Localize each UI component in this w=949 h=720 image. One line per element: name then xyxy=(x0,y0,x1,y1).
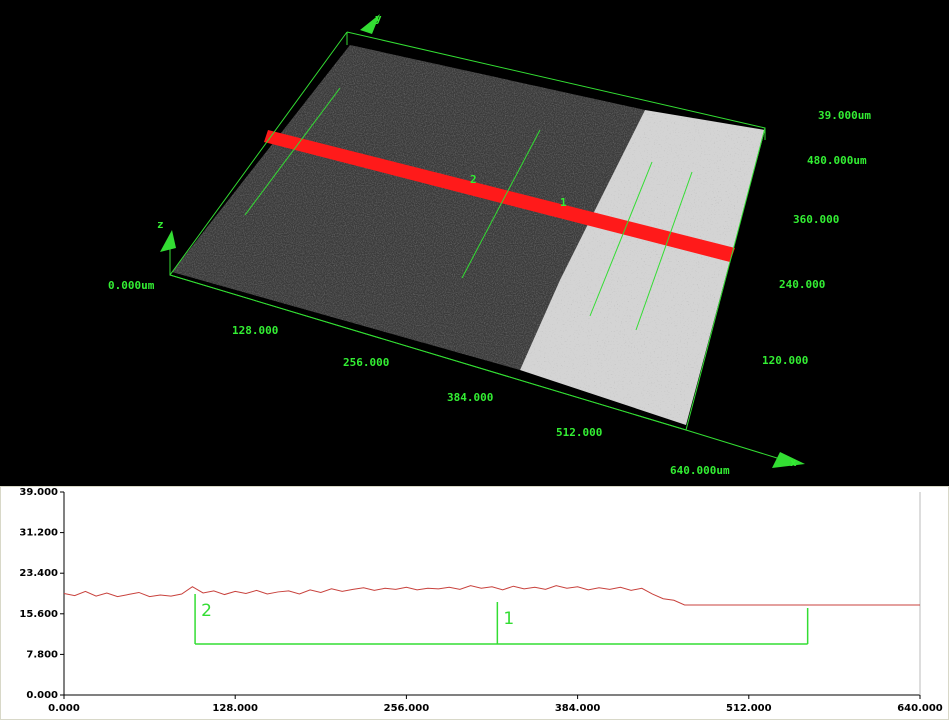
y-tick-label: 0.000 xyxy=(26,690,58,701)
screen: 39.000um 480.000um 360.000 240.000 120.0… xyxy=(0,0,949,720)
cursor-label: 2 xyxy=(470,173,477,186)
axis-name: x xyxy=(790,456,797,469)
y-label: 120.000 xyxy=(762,354,808,367)
origin-label: 0.000um xyxy=(108,279,155,292)
z-label: 39.000um xyxy=(818,109,871,122)
chart-panel xyxy=(1,487,949,720)
x-tick-label: 0.000 xyxy=(48,703,80,714)
axis-name: z xyxy=(157,218,164,231)
x-label: 384.000 xyxy=(447,391,493,404)
cursor-label: 1 xyxy=(560,196,567,209)
y-tick-label: 31.200 xyxy=(19,528,58,539)
x-tick-label: 512.000 xyxy=(726,703,772,714)
y-tick-label: 15.600 xyxy=(19,609,58,620)
y-label: 240.000 xyxy=(779,278,825,291)
x-label: 640.000um xyxy=(670,464,730,477)
x-tick-label: 640.000 xyxy=(897,703,943,714)
x-label: 512.000 xyxy=(556,426,602,439)
surface-view: 39.000um 480.000um 360.000 240.000 120.0… xyxy=(0,0,949,486)
y-label: 480.000um xyxy=(807,154,867,167)
x-tick-label: 256.000 xyxy=(384,703,430,714)
y-label: 360.000 xyxy=(793,213,839,226)
y-tick-label: 7.800 xyxy=(26,649,58,660)
x-label: 128.000 xyxy=(232,324,278,337)
y-tick-label: 39.000 xyxy=(19,487,58,498)
axis-name: y xyxy=(375,12,382,25)
x-tick-label: 384.000 xyxy=(555,703,601,714)
x-label: 256.000 xyxy=(343,356,389,369)
cursor-label: 2 xyxy=(201,601,212,621)
page: 39.000um 480.000um 360.000 240.000 120.0… xyxy=(0,0,949,720)
x-tick-label: 128.000 xyxy=(212,703,258,714)
y-tick-label: 23.400 xyxy=(19,568,58,579)
cursor-label: 1 xyxy=(503,609,514,629)
